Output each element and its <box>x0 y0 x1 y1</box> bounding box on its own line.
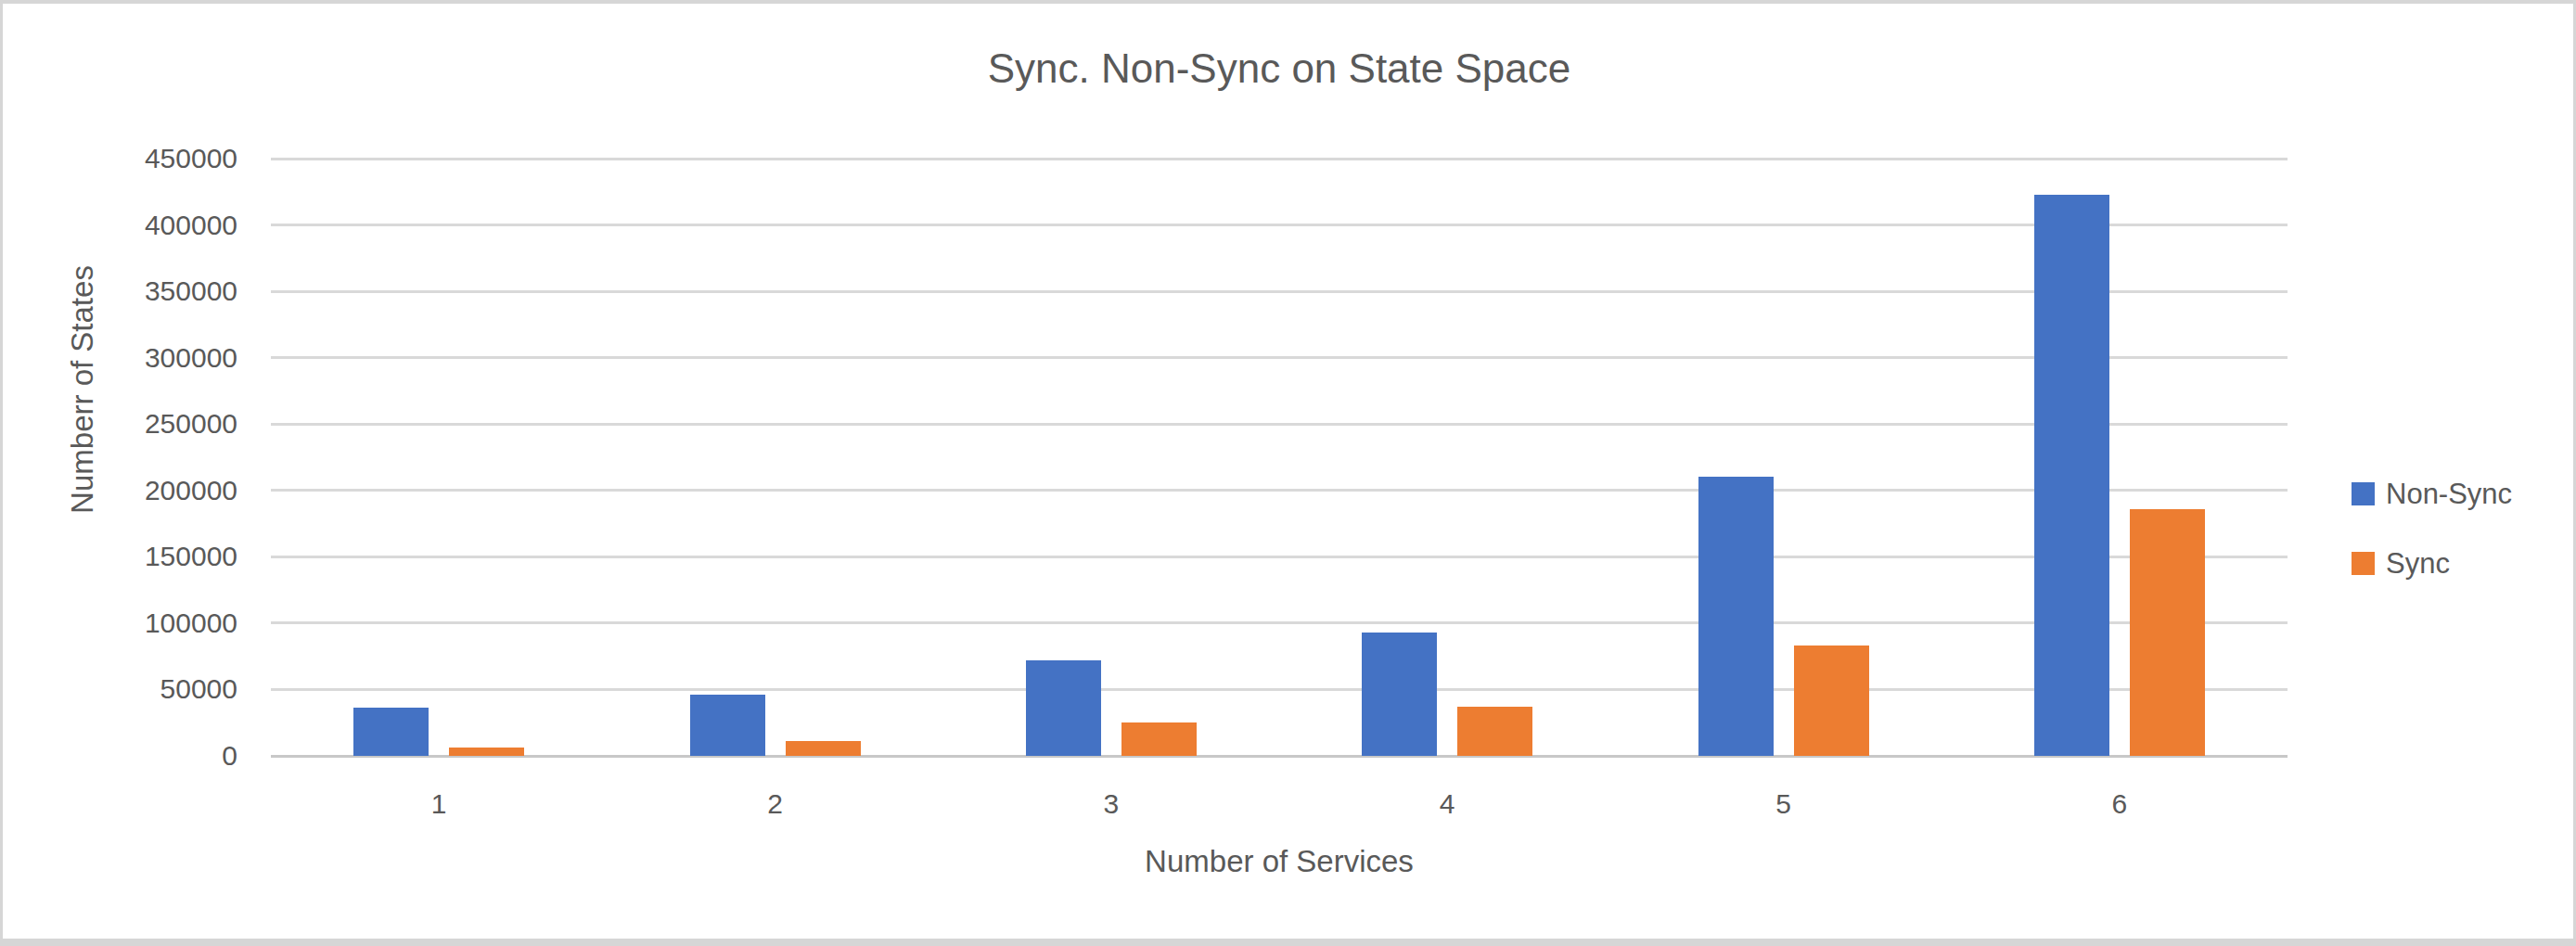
y-tick-label-300000: 300000 <box>145 342 237 374</box>
x-axis-title: Number of Services <box>271 844 2288 879</box>
x-axis-tick-labels: 1 2 3 4 5 6 <box>271 788 2288 825</box>
bar-sync-category-4 <box>1457 707 1532 756</box>
x-tick-label-1: 1 <box>431 788 447 820</box>
x-tick-label-6: 6 <box>2111 788 2127 820</box>
bar-sync-category-6 <box>2130 509 2205 756</box>
bar-non-sync-category-1 <box>353 708 429 756</box>
legend-item-non-sync: Non-Sync <box>2352 479 2512 509</box>
bar-non-sync-category-6 <box>2034 195 2109 756</box>
y-tick-label-400000: 400000 <box>145 210 237 241</box>
y-tick-label-350000: 350000 <box>145 275 237 307</box>
bars-layer <box>271 159 2288 756</box>
bar-sync-category-5 <box>1794 646 1869 756</box>
y-tick-label-150000: 150000 <box>145 541 237 572</box>
x-tick-label-3: 3 <box>1103 788 1119 820</box>
bar-sync-category-1 <box>449 748 524 756</box>
y-tick-label-0: 0 <box>222 740 237 772</box>
bar-non-sync-category-4 <box>1362 633 1437 756</box>
plot-area <box>271 159 2288 756</box>
x-tick-label-2: 2 <box>767 788 783 820</box>
legend-label-non-sync: Non-Sync <box>2386 478 2512 511</box>
legend-swatch-non-sync <box>2352 482 2375 505</box>
y-tick-label-250000: 250000 <box>145 408 237 440</box>
legend-label-sync: Sync <box>2386 547 2450 581</box>
legend-swatch-sync <box>2352 552 2375 575</box>
y-axis-tick-labels: 0500001000001500002000002500003000003500… <box>0 159 237 756</box>
x-tick-label-4: 4 <box>1440 788 1455 820</box>
bar-non-sync-category-5 <box>1698 477 1774 756</box>
y-tick-label-450000: 450000 <box>145 143 237 174</box>
bar-sync-category-2 <box>786 741 861 756</box>
bar-sync-category-3 <box>1121 722 1197 756</box>
x-tick-label-5: 5 <box>1775 788 1791 820</box>
bar-non-sync-category-3 <box>1026 660 1101 756</box>
y-tick-label-100000: 100000 <box>145 607 237 639</box>
y-tick-label-200000: 200000 <box>145 475 237 506</box>
bar-non-sync-category-2 <box>690 695 765 756</box>
chart-title: Sync. Non-Sync on State Space <box>271 46 2288 91</box>
y-tick-label-50000: 50000 <box>160 673 237 705</box>
legend-item-sync: Sync <box>2352 548 2450 579</box>
